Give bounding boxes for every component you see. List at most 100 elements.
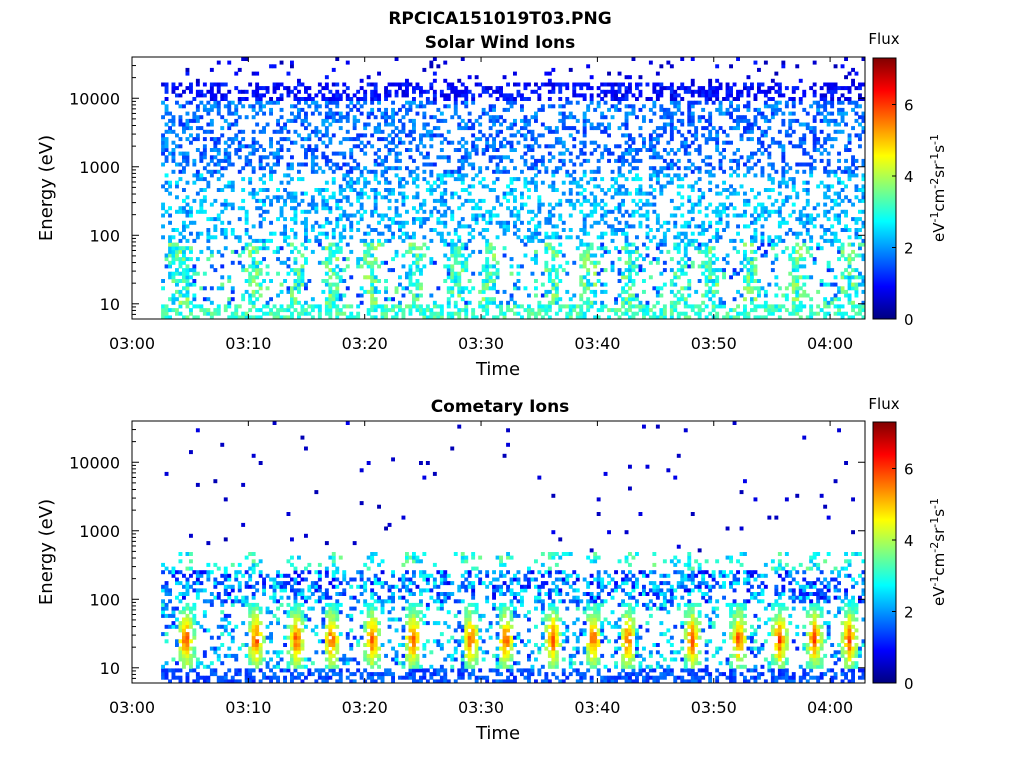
spectrogram-cell (694, 129, 699, 134)
spectrogram-cell (310, 111, 315, 116)
spectrogram-cell (770, 111, 775, 116)
spectrogram-cell (182, 151, 186, 156)
spectrogram-cell (715, 231, 720, 236)
spectrogram-cell (568, 311, 573, 316)
spectrogram-cell (655, 246, 660, 251)
spectrogram-cell (189, 268, 193, 273)
spectrogram-cell (715, 89, 720, 94)
spectrogram-cell (610, 104, 615, 109)
spectrogram-cell (373, 158, 378, 163)
spectrogram-cell (251, 304, 256, 309)
spectrogram-cell (363, 289, 368, 294)
spectrogram-cell (593, 198, 598, 203)
spectrogram-cell (795, 231, 800, 236)
spectrogram-cell (499, 115, 503, 120)
spectrogram-cell (760, 242, 765, 247)
spectrogram-cell (460, 82, 465, 87)
spectrogram-cell (258, 155, 263, 160)
spectrogram-cell (673, 242, 678, 247)
spectrogram-cell (648, 60, 653, 65)
spectrogram-cell (349, 151, 354, 156)
spectrogram-cell (568, 126, 573, 131)
spectrogram-cell (345, 198, 350, 203)
spectrogram-cell (610, 231, 615, 236)
spectrogram-cell (258, 213, 263, 218)
spectrogram-cell (812, 140, 817, 145)
spectrogram-cell (767, 144, 772, 149)
spectrogram-cell (750, 242, 754, 247)
spectrogram-cell (628, 224, 632, 229)
spectrogram-cell (669, 133, 674, 138)
spectrogram-cell (349, 220, 354, 225)
spectrogram-cell (558, 279, 563, 283)
spectrogram-cell (527, 82, 531, 87)
spectrogram-cell (171, 668, 176, 673)
spectrogram-cell (331, 293, 336, 298)
spectrogram-cell (861, 57, 866, 61)
spectrogram-cell (408, 129, 413, 134)
spectrogram-cell (453, 93, 458, 98)
spectrogram-cell (161, 610, 165, 615)
spectrogram-cell (422, 253, 427, 258)
spectrogram-cell (419, 133, 423, 138)
spectrogram-cell (164, 311, 169, 316)
spectrogram-cell (175, 184, 179, 189)
spectrogram-cell (697, 169, 702, 174)
spectrogram-cell (655, 257, 660, 262)
spectrogram-cell (387, 89, 392, 94)
spectrogram-cell (516, 89, 521, 94)
spectrogram-cell (436, 177, 441, 182)
spectrogram-cell (175, 282, 179, 287)
spectrogram-cell (366, 169, 371, 174)
spectrogram-cell (715, 144, 720, 149)
spectrogram-cell (457, 177, 462, 182)
spectrogram-cell (359, 195, 364, 200)
spectrogram-cell (547, 71, 552, 76)
spectrogram-cell (603, 249, 608, 254)
spectrogram-cell (746, 286, 751, 291)
spectrogram-cell (380, 242, 385, 247)
spectrogram-cell (297, 275, 301, 280)
spectrogram-cell (750, 260, 754, 265)
spectrogram-cell (617, 184, 622, 189)
spectrogram-cell (694, 100, 699, 105)
spectrogram-cell (178, 249, 183, 254)
spectrogram-cell (251, 300, 256, 305)
spectrogram-cell (241, 297, 246, 302)
spectrogram-cell (732, 118, 737, 123)
spectrogram-cell (673, 93, 678, 98)
spectrogram-cell (791, 89, 796, 94)
spectrogram-cell (401, 198, 406, 203)
spectrogram-cell (715, 213, 720, 218)
spectrogram-cell (432, 57, 437, 61)
spectrogram-cell (377, 180, 381, 185)
spectrogram-cell (359, 293, 364, 298)
spectrogram-cell (164, 253, 169, 258)
spectrogram-cell (258, 188, 263, 192)
spectrogram-cell (676, 118, 681, 123)
spectrogram-cell (300, 275, 305, 280)
spectrogram-cell (195, 315, 200, 320)
spectrogram-cell (673, 235, 678, 240)
spectrogram-cell (509, 308, 514, 313)
spectrogram-cell (540, 238, 545, 243)
spectrogram-cell (701, 260, 706, 265)
spectrogram-cell (642, 140, 646, 145)
spectrogram-cell (770, 107, 775, 112)
spectrogram-cell (513, 133, 517, 138)
spectrogram-cell (830, 93, 835, 98)
spectrogram-cell (272, 169, 277, 174)
spectrogram-cell (624, 188, 629, 192)
spectrogram-cell (419, 257, 423, 262)
spectrogram-cell (697, 195, 702, 200)
spectrogram-cell (408, 279, 413, 283)
spectrogram-cell (579, 177, 584, 182)
spectrogram-cell (840, 169, 845, 174)
spectrogram-cell (544, 293, 549, 298)
spectrogram-cell (530, 137, 535, 142)
spectrogram-cell (286, 315, 291, 320)
spectrogram-cell (304, 162, 308, 167)
spectrogram-cell (666, 151, 671, 156)
spectrogram-cell (736, 173, 740, 178)
spectrogram-cell (572, 177, 577, 182)
